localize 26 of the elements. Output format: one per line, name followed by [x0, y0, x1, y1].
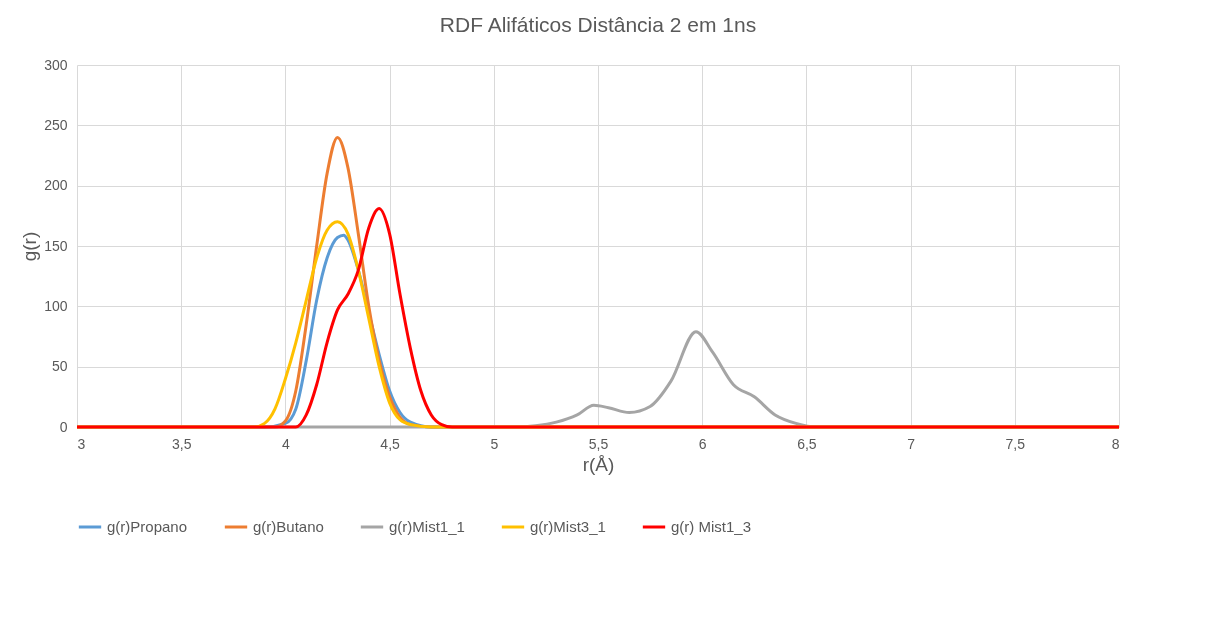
legend-label: g(r)Propano [107, 518, 188, 535]
x-tick-label: 3,5 [171, 435, 192, 452]
chart-title: RDF Alifáticos Distância 2 em 1ns [439, 13, 757, 36]
legend-label: g(r) Mist1_3 [671, 518, 752, 535]
x-tick-label: 8 [1111, 435, 1120, 452]
y-tick-label: 300 [44, 56, 68, 73]
y-tick-label: 100 [44, 297, 68, 314]
y-tick-label: 250 [44, 116, 68, 133]
x-tick-label: 7,5 [1005, 435, 1026, 452]
y-tick-label: 50 [51, 358, 68, 375]
y-axis-title: g(r) [19, 231, 41, 262]
y-tick-label: 200 [44, 177, 68, 194]
x-tick-label: 7 [907, 435, 916, 452]
x-tick-label: 3 [77, 435, 86, 452]
legend-label: g(r)Butano [253, 518, 324, 535]
legend-label: g(r)Mist3_1 [530, 518, 606, 535]
legend-label: g(r)Mist1_1 [389, 518, 465, 535]
x-axis-title: r(Å) [582, 453, 615, 475]
y-tick-label: 150 [44, 237, 68, 254]
x-tick-label: 4 [282, 435, 290, 452]
x-tick-label: 5 [490, 435, 499, 452]
y-tick-label: 0 [59, 418, 68, 435]
x-tick-label: 5,5 [588, 435, 609, 452]
x-tick-label: 6,5 [797, 435, 817, 452]
x-tick-label: 6 [698, 435, 707, 452]
x-tick-label: 4,5 [380, 435, 401, 452]
